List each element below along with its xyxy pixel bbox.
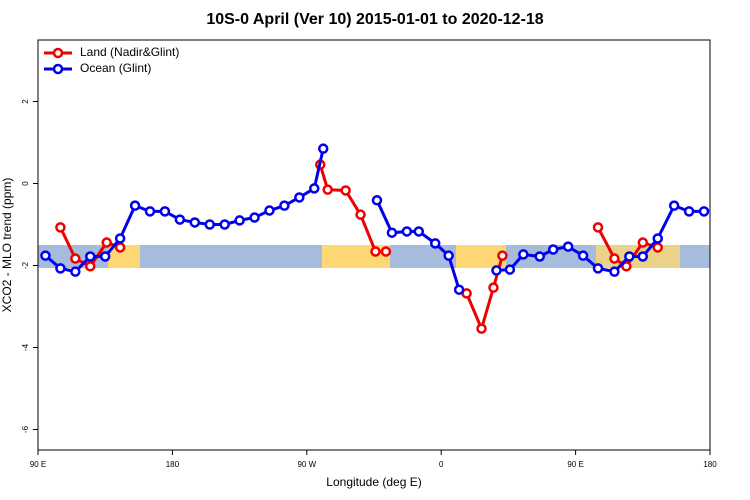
data-point bbox=[99, 251, 111, 262]
data-point bbox=[114, 242, 126, 253]
data-point bbox=[85, 251, 96, 262]
data-point bbox=[609, 253, 620, 264]
data-point bbox=[317, 143, 329, 154]
data-point bbox=[40, 250, 51, 261]
data-point bbox=[386, 227, 398, 238]
data-point bbox=[443, 250, 454, 261]
data-point bbox=[204, 219, 215, 230]
data-point bbox=[609, 266, 620, 277]
data-point bbox=[453, 284, 465, 295]
data-point bbox=[592, 222, 604, 233]
data-point bbox=[101, 237, 112, 248]
data-point bbox=[55, 263, 66, 274]
data-point bbox=[322, 184, 333, 195]
data-point bbox=[652, 242, 663, 253]
data-point bbox=[340, 185, 351, 196]
data-point bbox=[70, 253, 81, 264]
data-point bbox=[159, 206, 171, 217]
y-tick-label: 0 bbox=[21, 181, 30, 186]
data-point bbox=[683, 206, 695, 217]
land-patch bbox=[322, 245, 390, 268]
x-tick-label: 90 E bbox=[567, 460, 583, 469]
x-tick-label: 90 E bbox=[30, 460, 46, 469]
data-point bbox=[491, 265, 502, 276]
x-tick-label: 180 bbox=[703, 460, 717, 469]
data-point bbox=[698, 206, 710, 217]
legend-marker bbox=[52, 63, 64, 75]
x-tick-label: 180 bbox=[166, 460, 180, 469]
data-point bbox=[668, 200, 680, 211]
data-point bbox=[370, 246, 381, 257]
data-point bbox=[114, 233, 126, 244]
data-point bbox=[144, 206, 156, 217]
data-point bbox=[621, 261, 632, 272]
data-point bbox=[476, 323, 487, 334]
data-point bbox=[85, 261, 96, 272]
data-point bbox=[413, 226, 425, 237]
y-tick-label: -4 bbox=[21, 343, 30, 351]
data-point bbox=[637, 237, 649, 248]
data-point bbox=[624, 251, 635, 262]
data-point bbox=[279, 200, 290, 211]
data-point bbox=[504, 264, 516, 275]
data-point bbox=[488, 282, 499, 293]
y-axis-label: XCO2 - MLO trend (ppm) bbox=[0, 178, 14, 313]
data-point bbox=[129, 200, 141, 211]
land-patch bbox=[456, 245, 506, 268]
data-point bbox=[518, 249, 529, 260]
data-point bbox=[355, 209, 366, 220]
data-point bbox=[562, 241, 574, 252]
x-tick-label: 0 bbox=[439, 460, 444, 469]
legend-label: Land (Nadir&Glint) bbox=[80, 45, 179, 59]
data-point bbox=[309, 183, 320, 194]
land-patch bbox=[108, 245, 140, 268]
plot-frame bbox=[37, 39, 711, 451]
data-point bbox=[249, 212, 260, 223]
data-point bbox=[380, 246, 392, 257]
data-point bbox=[534, 251, 546, 262]
data-point bbox=[547, 244, 559, 255]
data-point bbox=[429, 238, 441, 249]
x-tick-label: 90 W bbox=[297, 460, 316, 469]
y-tick-label: -6 bbox=[21, 425, 30, 433]
data-point bbox=[219, 219, 230, 230]
data-point bbox=[174, 214, 186, 225]
legend-label: Ocean (Glint) bbox=[80, 61, 151, 75]
data-point bbox=[401, 226, 413, 237]
y-tick-label: 2 bbox=[21, 99, 30, 104]
data-point bbox=[294, 192, 305, 203]
data-point bbox=[234, 215, 245, 226]
data-point bbox=[652, 233, 663, 244]
data-point bbox=[189, 217, 201, 228]
data-point bbox=[70, 266, 81, 277]
data-point bbox=[592, 263, 604, 274]
x-axis-label: Longitude (deg E) bbox=[326, 475, 421, 489]
data-point bbox=[577, 250, 589, 261]
chart-title: 10S-0 April (Ver 10) 2015-01-01 to 2020-… bbox=[206, 11, 543, 28]
data-point bbox=[497, 250, 508, 261]
y-tick-label: -2 bbox=[21, 261, 30, 269]
data-point bbox=[371, 195, 383, 206]
data-point bbox=[55, 222, 66, 233]
legend-marker bbox=[52, 47, 64, 59]
data-point bbox=[637, 251, 649, 262]
data-point bbox=[264, 205, 275, 216]
